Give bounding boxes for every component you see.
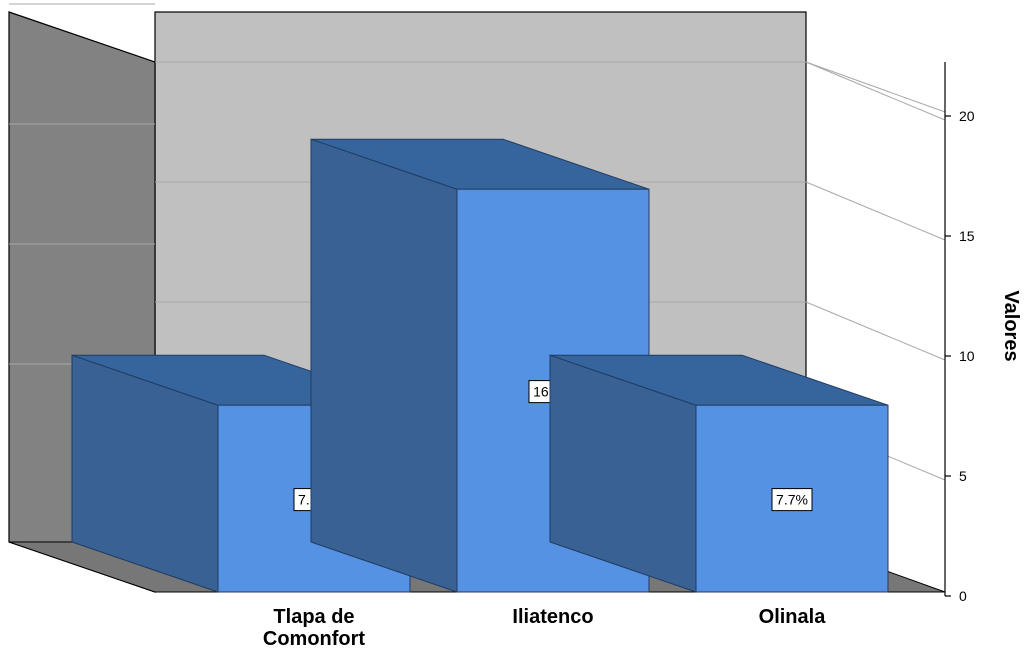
bars: 7.7%16.7%7.7% — [71, 138, 889, 593]
y-tick-label: 0 — [959, 588, 967, 604]
axis-gridline — [805, 181, 946, 241]
data-label-box — [771, 488, 813, 512]
data-label: 7.7% — [776, 492, 808, 508]
axis-gridline — [805, 61, 946, 113]
axis-gridline — [805, 61, 946, 121]
y-axis: 0 5 10 15 20 — [944, 62, 975, 604]
y-tick-label: 15 — [959, 228, 975, 244]
y-axis-title: Valores — [1000, 290, 1022, 361]
bar-side — [310, 138, 458, 593]
axis-gridline — [805, 301, 946, 361]
y-tick-label: 10 — [959, 348, 975, 364]
category-label: Olinala — [759, 606, 827, 628]
category-label: Iliatenco — [512, 606, 593, 628]
category-label: Tlapa de Comonfort — [263, 606, 366, 650]
y-tick-label: 20 — [959, 108, 975, 124]
category-labels: Tlapa de Comonfort Iliatenco Olinala — [263, 606, 826, 650]
y-tick-label: 5 — [959, 468, 967, 484]
